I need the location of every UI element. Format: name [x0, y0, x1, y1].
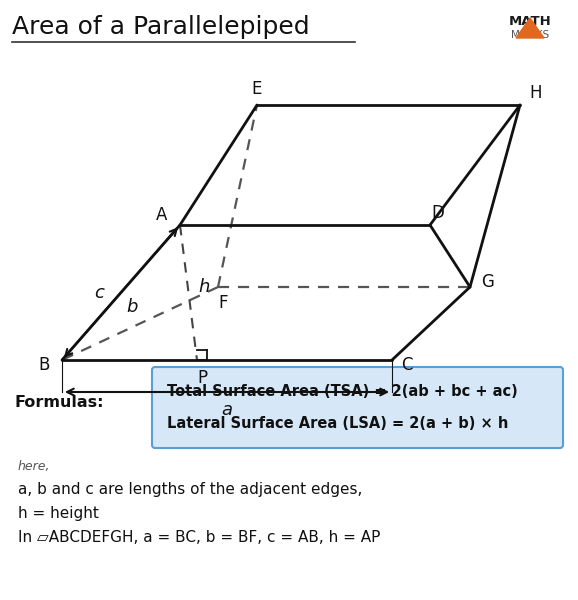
Text: h = height: h = height [18, 506, 99, 521]
Text: Total Surface Area (TSA) = 2(ab + bc + ac): Total Surface Area (TSA) = 2(ab + bc + a… [167, 383, 518, 398]
Text: c: c [94, 283, 104, 301]
Text: H: H [530, 84, 542, 102]
Text: Formulas:: Formulas: [15, 395, 105, 410]
Text: P: P [197, 369, 207, 387]
Text: B: B [38, 356, 50, 374]
Text: a: a [221, 401, 232, 419]
Text: Area of a Parallelepiped: Area of a Parallelepiped [12, 15, 310, 39]
Text: h: h [199, 278, 210, 296]
Text: G: G [481, 273, 494, 291]
Text: MONKS: MONKS [511, 30, 549, 40]
FancyBboxPatch shape [152, 367, 563, 448]
Text: E: E [252, 80, 262, 98]
Text: Lateral Surface Area (LSA) = 2(a + b) × h: Lateral Surface Area (LSA) = 2(a + b) × … [167, 416, 509, 431]
Text: C: C [401, 356, 413, 374]
Text: D: D [432, 204, 444, 222]
Text: a, b and c are lengths of the adjacent edges,: a, b and c are lengths of the adjacent e… [18, 482, 362, 497]
Text: A: A [156, 206, 168, 224]
Text: MATH: MATH [509, 15, 551, 28]
Text: here,: here, [18, 460, 50, 473]
Text: In ▱ABCDEFGH, a = BC, b = BF, c = AB, h = AP: In ▱ABCDEFGH, a = BC, b = BF, c = AB, h … [18, 530, 380, 545]
Text: b: b [127, 298, 138, 317]
Polygon shape [516, 18, 544, 38]
Text: F: F [218, 294, 228, 312]
